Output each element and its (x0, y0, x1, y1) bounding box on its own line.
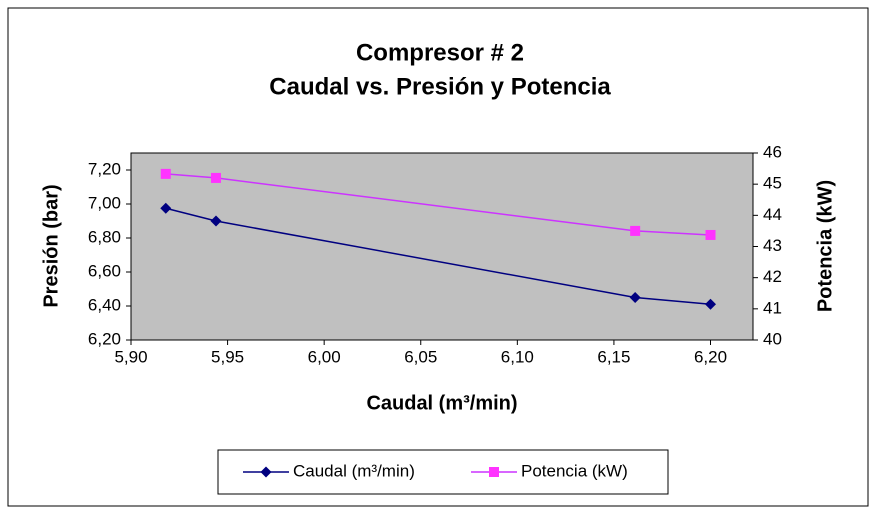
y-tick-label: 6,60 (88, 261, 121, 280)
y2-tick-label: 43 (763, 236, 782, 255)
data-point (705, 298, 717, 310)
chart-title: Caudal vs. Presión y Potencia (269, 73, 611, 100)
data-point (210, 215, 222, 227)
y2-tick-label: 44 (763, 205, 782, 224)
y-axis-title: Presión (bar) (40, 184, 62, 307)
data-point (160, 202, 172, 214)
data-point (630, 225, 641, 236)
legend-marker (489, 467, 499, 477)
y2-tick-label: 42 (763, 267, 782, 286)
x-tick-label: 6,20 (694, 347, 727, 366)
x-tick-label: 5,95 (211, 347, 244, 366)
series-line (165, 173, 711, 236)
data-point (629, 292, 641, 303)
x-tick-label: 6,10 (501, 347, 534, 366)
y2-tick-label: 46 (763, 142, 782, 161)
y-tick-label: 7,20 (88, 159, 121, 178)
y-tick-label: 6,80 (88, 227, 121, 246)
x-axis-title: Caudal (m³/min) (366, 392, 517, 414)
y-tick-label: 7,00 (88, 193, 121, 212)
chart-title: Compresor # 2 (356, 39, 524, 66)
x-tick-label: 6,15 (597, 347, 630, 366)
y2-tick-label: 41 (763, 298, 782, 317)
y2-axis-title: Potencia (kW) (814, 180, 836, 312)
legend-marker (260, 466, 272, 478)
plot-area (130, 152, 754, 341)
x-tick-label: 6,00 (308, 347, 341, 366)
y-tick-label: 6,20 (88, 329, 121, 348)
series-line (165, 207, 711, 306)
data-point (705, 229, 716, 240)
y2-tick-label: 45 (763, 174, 782, 193)
data-point (160, 168, 171, 179)
y-tick-label: 6,40 (88, 295, 121, 314)
x-tick-label: 5,90 (114, 347, 147, 366)
x-tick-label: 6,05 (404, 347, 437, 366)
legend-label: Caudal (m³/min) (293, 461, 415, 480)
legend-label: Potencia (kW) (521, 461, 628, 480)
legend (217, 449, 669, 495)
y2-tick-label: 40 (763, 329, 782, 348)
data-point (210, 172, 221, 183)
